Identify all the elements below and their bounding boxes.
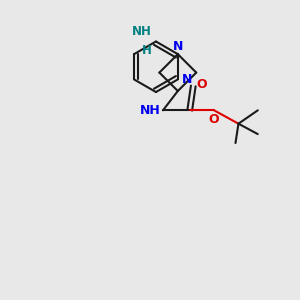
Text: O: O [197, 78, 208, 91]
Text: N: N [182, 73, 192, 86]
Text: N: N [172, 40, 183, 53]
Text: O: O [209, 113, 219, 126]
Text: NH: NH [132, 25, 152, 38]
Text: H: H [142, 44, 152, 57]
Text: NH: NH [140, 104, 160, 117]
